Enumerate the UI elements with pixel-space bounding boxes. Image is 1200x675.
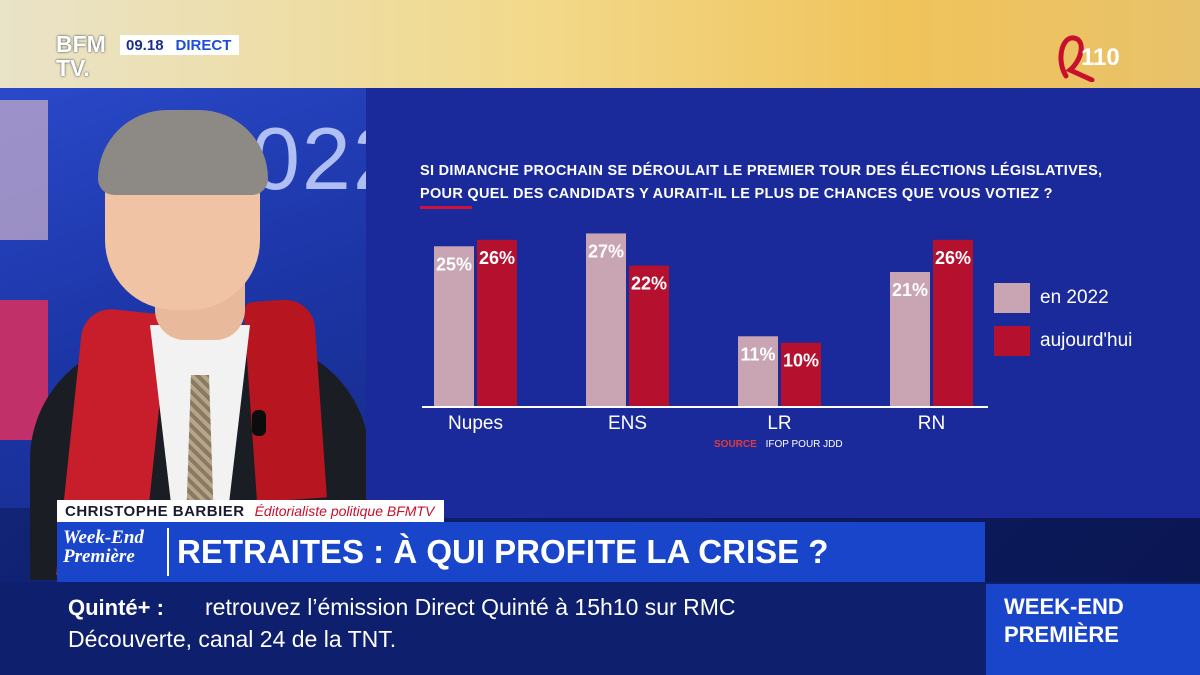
legend-item: en 2022 bbox=[994, 283, 1132, 313]
bar bbox=[781, 342, 821, 407]
bfmtv-logo: BFM TV. bbox=[56, 32, 116, 82]
ribbon-number: 110 bbox=[1081, 44, 1120, 71]
bar bbox=[434, 246, 474, 407]
chart-source: SOURCE IFOP POUR JDD bbox=[714, 439, 843, 450]
badge-line: Week-End bbox=[63, 527, 144, 548]
show-logo-line: PREMIÈRE bbox=[1004, 622, 1119, 647]
guest-role: Éditorialiste politique BFMTV bbox=[254, 503, 435, 519]
chart-panel: SI DIMANCHE PROCHAIN SE DÉROULAIT LE PRE… bbox=[366, 88, 1200, 518]
studio-decor-block bbox=[0, 100, 48, 240]
category-label: Nupes bbox=[448, 413, 503, 434]
clock-bar: 09.18 DIRECT bbox=[120, 35, 240, 55]
data-label: 22% bbox=[631, 274, 667, 294]
show-logo: WEEK-END PREMIÈRE bbox=[986, 584, 1200, 675]
logo-line: TV. bbox=[56, 55, 90, 81]
show-logo-line: WEEK-END bbox=[1004, 594, 1124, 619]
chart-question-line2: POUR QUEL DES CANDIDATS Y AURAIT-IL LE P… bbox=[420, 186, 1053, 202]
data-label: 25% bbox=[436, 254, 472, 274]
ribbon-icon bbox=[1058, 35, 1095, 83]
legend-label: aujourd'hui bbox=[1040, 330, 1133, 351]
source-value: IFOP POUR JDD bbox=[765, 439, 843, 450]
category-label: RN bbox=[918, 413, 945, 434]
guest-name: CHRISTOPHE BARBIER bbox=[65, 502, 245, 520]
bar-chart: 25% 26% Nupes 27% 22% ENS 11% 10% LR 21% 26% RN bbox=[422, 233, 988, 434]
legend-item: aujourd'hui bbox=[994, 326, 1132, 356]
bar bbox=[629, 265, 669, 407]
bar bbox=[933, 239, 973, 407]
lavalier-mic-icon bbox=[252, 410, 266, 436]
category-label: LR bbox=[767, 413, 791, 434]
ticker-line: retrouvez l’émission Direct Quinté à 15h… bbox=[205, 594, 736, 620]
headline-bar: Week-End Première RETRAITES : À QUI PROF… bbox=[57, 522, 985, 582]
weekend-premiere-badge: Week-End Première bbox=[59, 528, 169, 576]
chart-legend: en 2022 aujourd'hui bbox=[994, 283, 1132, 369]
bar bbox=[890, 272, 930, 407]
ticker-label: Quinté+ : bbox=[68, 595, 164, 620]
clock-time: 09.18 bbox=[126, 36, 164, 54]
presenter-hair bbox=[98, 110, 268, 195]
ticker-line: Découverte, canal 24 de la TNT. bbox=[68, 626, 397, 652]
legend-label: en 2022 bbox=[1040, 287, 1109, 308]
badge-line: Première bbox=[63, 546, 135, 567]
ribbon-badge: 110 bbox=[1048, 30, 1128, 83]
source-label: SOURCE bbox=[714, 439, 757, 450]
data-label: 11% bbox=[740, 344, 775, 364]
logo-line: BFM bbox=[56, 31, 106, 57]
question-underline bbox=[420, 206, 472, 209]
data-label: 27% bbox=[588, 241, 624, 261]
presenter-scarf bbox=[243, 297, 327, 503]
data-label: 26% bbox=[479, 248, 515, 268]
name-bar: CHRISTOPHE BARBIER Éditorialiste politiq… bbox=[57, 500, 445, 522]
category-label: ENS bbox=[608, 413, 647, 434]
bar bbox=[477, 239, 517, 407]
bar bbox=[586, 233, 626, 407]
legend-swatch bbox=[994, 326, 1030, 356]
bar bbox=[738, 336, 778, 407]
data-label: 10% bbox=[783, 351, 819, 371]
data-label: 26% bbox=[935, 248, 971, 268]
headline: RETRAITES : À QUI PROFITE LA CRISE ? bbox=[177, 533, 829, 570]
data-label: 21% bbox=[892, 280, 928, 300]
legend-swatch bbox=[994, 283, 1030, 313]
live-label: DIRECT bbox=[175, 36, 232, 54]
chart-question-line1: SI DIMANCHE PROCHAIN SE DÉROULAIT LE PRE… bbox=[420, 163, 1103, 179]
